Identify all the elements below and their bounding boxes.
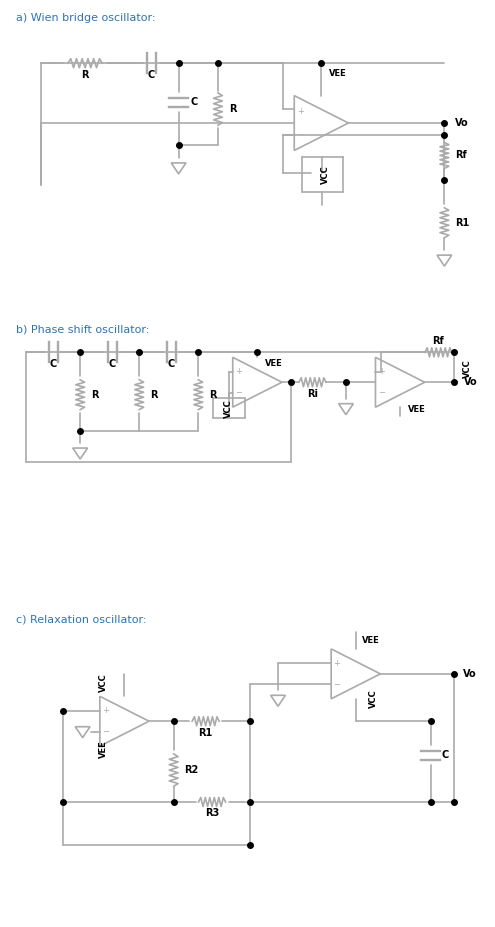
Text: Rf: Rf: [455, 150, 467, 160]
Text: Ri: Ri: [307, 388, 318, 399]
Text: −: −: [102, 727, 109, 736]
Text: R1: R1: [198, 728, 213, 738]
Text: R: R: [229, 104, 236, 114]
Text: R: R: [209, 389, 217, 400]
Text: C: C: [442, 750, 449, 760]
Text: R3: R3: [205, 808, 219, 819]
Text: Vo: Vo: [464, 377, 478, 387]
Text: R1: R1: [455, 218, 469, 228]
Text: VEE: VEE: [265, 359, 283, 368]
Text: +: +: [102, 706, 109, 716]
Text: −: −: [235, 388, 242, 397]
Text: VCC: VCC: [224, 399, 233, 417]
Text: +: +: [235, 367, 242, 376]
Text: VEE: VEE: [329, 69, 346, 78]
Text: VCC: VCC: [368, 690, 378, 708]
Text: −: −: [378, 388, 385, 397]
Text: C: C: [191, 97, 198, 108]
Text: Vo: Vo: [463, 669, 477, 679]
Text: C: C: [168, 359, 175, 369]
Text: VEE: VEE: [99, 740, 108, 757]
Text: C: C: [148, 70, 155, 80]
Text: VEE: VEE: [362, 636, 380, 645]
Text: VEE: VEE: [407, 405, 425, 414]
Text: a) Wien bridge oscillator:: a) Wien bridge oscillator:: [16, 13, 155, 23]
Text: Vo: Vo: [455, 118, 469, 128]
Text: R: R: [150, 389, 157, 400]
Text: +: +: [297, 107, 303, 116]
Text: +: +: [378, 367, 385, 376]
Text: VCC: VCC: [321, 165, 330, 184]
Text: R: R: [91, 389, 99, 400]
Text: +: +: [334, 659, 341, 667]
Text: VCC: VCC: [99, 673, 108, 692]
Text: b) Phase shift oscillator:: b) Phase shift oscillator:: [16, 325, 149, 335]
Text: VCC: VCC: [463, 359, 472, 377]
Text: R: R: [81, 70, 89, 80]
Text: C: C: [108, 359, 116, 369]
Text: c) Relaxation oscillator:: c) Relaxation oscillator:: [16, 614, 147, 624]
Text: C: C: [50, 359, 57, 369]
Text: Rf: Rf: [433, 337, 445, 347]
Text: −: −: [297, 130, 303, 139]
Text: R2: R2: [185, 765, 199, 775]
Text: −: −: [334, 679, 341, 689]
